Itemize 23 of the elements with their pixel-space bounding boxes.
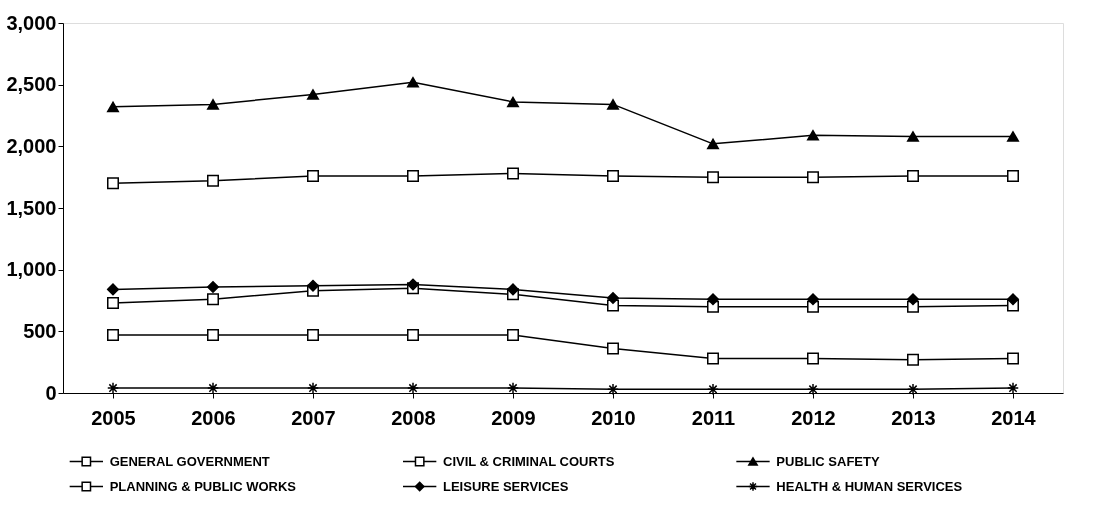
x-tick-label: 2007 bbox=[291, 406, 336, 429]
x-tick-label: 2005 bbox=[91, 406, 136, 429]
y-tick-label: 0 bbox=[45, 381, 57, 404]
y-tick-label: 2,500 bbox=[6, 73, 57, 96]
y-tick-label: 2,000 bbox=[6, 134, 57, 157]
x-tick-label: 2006 bbox=[191, 406, 236, 429]
x-tick-label: 2011 bbox=[691, 406, 736, 429]
x-tick-label: 2014 bbox=[991, 406, 1037, 429]
y-tick-label: 1,500 bbox=[6, 196, 57, 219]
y-tick-label: 1,000 bbox=[6, 258, 57, 281]
legend-label: GENERAL GOVERNMENT bbox=[109, 453, 270, 469]
x-tick-label: 2012 bbox=[791, 406, 836, 429]
y-tick-label: 500 bbox=[23, 319, 57, 342]
legend-label: PUBLIC SAFETY bbox=[776, 453, 880, 469]
x-tick-label: 2008 bbox=[391, 406, 436, 429]
x-tick-label: 2013 bbox=[891, 406, 936, 429]
x-tick-label: 2009 bbox=[491, 406, 536, 429]
legend-label: PLANNING & PUBLIC WORKS bbox=[109, 478, 297, 494]
legend-label: LEISURE SERVICES bbox=[443, 478, 569, 494]
y-tick-label: 3,000 bbox=[6, 11, 57, 34]
x-tick-label: 2010 bbox=[591, 406, 636, 429]
legend-label: CIVIL & CRIMINAL COURTS bbox=[443, 453, 615, 469]
legend-label: HEALTH & HUMAN SERVICES bbox=[776, 478, 963, 494]
